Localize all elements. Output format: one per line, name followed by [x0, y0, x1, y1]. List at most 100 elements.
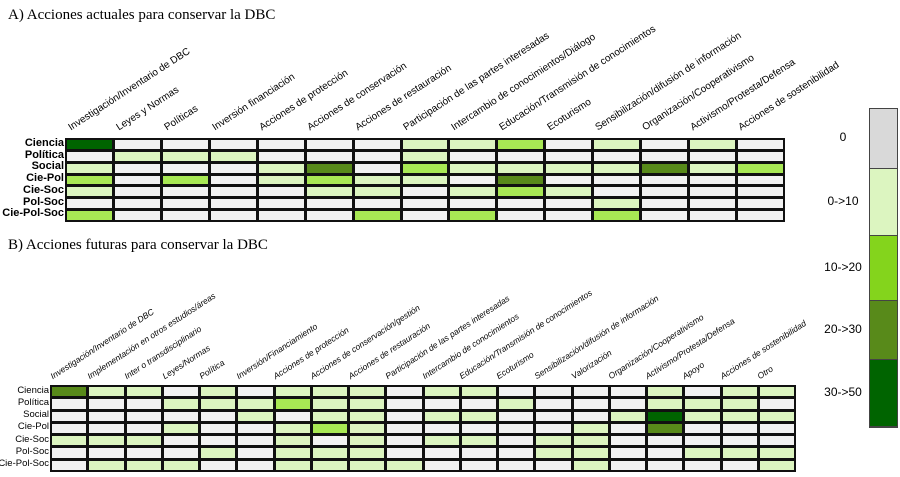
heatmap-cell: [237, 435, 274, 447]
heatmap-cell: [593, 174, 641, 186]
heatmap-cell: [535, 435, 572, 447]
heatmap-cell: [758, 398, 795, 410]
heatmap-cell: [349, 386, 386, 398]
heatmap-cell: [593, 210, 641, 221]
heatmap-cell: [353, 198, 401, 210]
heatmap-cell: [460, 386, 497, 398]
heatmap-cell: [545, 210, 593, 221]
heatmap-cell: [51, 422, 88, 435]
heatmap-cell: [113, 198, 161, 210]
heatmap-cell: [721, 422, 758, 435]
heatmap-cell: [125, 435, 162, 447]
heatmap-cell: [200, 447, 237, 459]
heatmap-cell: [449, 162, 497, 174]
heatmap-cell: [647, 398, 684, 410]
heatmap-cell: [737, 174, 784, 186]
row-label: Cie-Pol-Soc: [0, 457, 49, 469]
heatmap-cell: [689, 198, 737, 210]
heatmap-cell: [647, 422, 684, 435]
row-label: Ciencia: [17, 385, 49, 396]
heatmap-cell: [545, 174, 593, 186]
heatmap-cell: [237, 459, 274, 471]
row-label: Cie-Soc: [15, 433, 49, 445]
heatmap-cell: [497, 174, 545, 186]
heatmap-cell: [401, 174, 449, 186]
heatmap-cell: [497, 139, 545, 150]
heatmap-cell: [647, 447, 684, 459]
heatmap-cell: [535, 459, 572, 471]
heatmap-cell: [237, 410, 274, 422]
heatmap-cell: [113, 174, 161, 186]
heatmap-cell: [162, 410, 199, 422]
heatmap-cell: [311, 435, 348, 447]
heatmap-cell: [161, 162, 209, 174]
heatmap-cell: [386, 386, 423, 398]
heatmap-cell: [353, 162, 401, 174]
heatmap-cell: [647, 435, 684, 447]
heatmap-cell: [609, 422, 646, 435]
heatmap-cell: [641, 139, 689, 150]
heatmap-cell: [353, 210, 401, 221]
heatmap-cell: [449, 210, 497, 221]
column-label: Inversión financiación: [210, 71, 297, 134]
heatmap-cell: [257, 174, 305, 186]
heatmap-cell: [386, 410, 423, 422]
heatmap-cell: [497, 198, 545, 210]
heatmap-cell: [460, 435, 497, 447]
heatmap-cell: [423, 422, 460, 435]
heatmap-cell: [758, 435, 795, 447]
heatmap-cell: [353, 174, 401, 186]
heatmap-cell: [641, 162, 689, 174]
heatmap-cell: [721, 435, 758, 447]
heatmap-cell: [609, 398, 646, 410]
heatmap-cell: [200, 422, 237, 435]
heatmap-cell: [647, 386, 684, 398]
legend-swatch: [870, 360, 897, 427]
heatmap-grid: [65, 138, 785, 222]
heatmap-cell: [593, 150, 641, 162]
heatmap-cell: [758, 447, 795, 459]
heatmap-cell: [449, 198, 497, 210]
heatmap-cell: [497, 186, 545, 198]
row-label: Política: [17, 397, 49, 409]
heatmap-cell: [593, 162, 641, 174]
row-label: Cie-Soc: [23, 183, 64, 196]
heatmap-cell: [237, 398, 274, 410]
heatmap-cell: [737, 162, 784, 174]
heatmap-cell: [721, 386, 758, 398]
heatmap-cell: [305, 210, 353, 221]
heatmap-cell: [684, 386, 721, 398]
heatmap-cell: [401, 150, 449, 162]
heatmap-cell: [161, 198, 209, 210]
heatmap-cell: [684, 459, 721, 471]
heatmap-cell: [572, 447, 609, 459]
heatmap-cell: [161, 139, 209, 150]
heatmap-cell: [572, 410, 609, 422]
row-label: Política: [24, 148, 64, 161]
legend-label: 30->50: [824, 384, 862, 399]
heatmap-cell: [423, 386, 460, 398]
heatmap-cell: [125, 386, 162, 398]
heatmap-cell: [545, 162, 593, 174]
heatmap-cell: [737, 186, 784, 198]
heatmap-cell: [449, 139, 497, 150]
heatmap-cell: [274, 410, 311, 422]
heatmap-cell: [200, 386, 237, 398]
heatmap-cell: [401, 139, 449, 150]
heatmap-cell: [535, 398, 572, 410]
heatmap-cell: [460, 410, 497, 422]
heatmap-cell: [758, 386, 795, 398]
heatmap-cell: [209, 150, 257, 162]
heatmap-cell: [460, 398, 497, 410]
heatmap-cell: [113, 139, 161, 150]
heatmap-cell: [51, 447, 88, 459]
heatmap-cell: [545, 186, 593, 198]
heatmap-cell: [641, 210, 689, 221]
heatmap-cell: [460, 422, 497, 435]
heatmap-cell: [305, 150, 353, 162]
heatmap-cell: [684, 398, 721, 410]
heatmap-cell: [88, 435, 125, 447]
heatmap-cell: [641, 174, 689, 186]
heatmap-cell: [200, 398, 237, 410]
heatmap-cell: [647, 459, 684, 471]
